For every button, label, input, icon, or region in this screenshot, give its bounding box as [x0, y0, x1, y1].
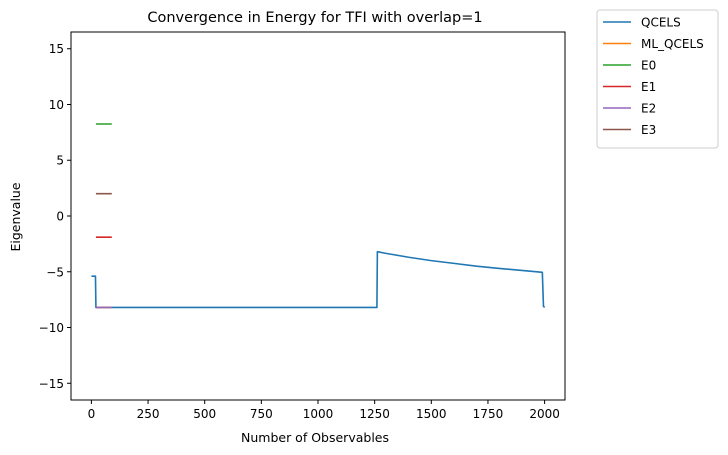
y-tick-label: 5 — [56, 154, 64, 168]
y-tick-label: −15 — [39, 377, 64, 391]
legend-label: QCELS — [641, 16, 681, 30]
chart-title: Convergence in Energy for TFI with overl… — [147, 10, 482, 26]
legend-label: E3 — [641, 123, 656, 137]
legend-label: E0 — [641, 59, 656, 73]
y-tick-label: 0 — [56, 210, 64, 224]
x-tick-label: 250 — [137, 407, 160, 421]
legend-frame — [596, 9, 719, 149]
legend: QCELS ML_QCELS E0 E1 E2 E3 — [596, 9, 719, 149]
plot-area — [70, 31, 566, 401]
ticks-layer: 0 250 500 750 1000 1250 1500 1750 2000 −15 −10 −5 0 5… — [39, 42, 560, 421]
y-tick-label: −10 — [39, 321, 64, 335]
y-tick-label: −5 — [46, 265, 64, 279]
x-tick-label: 1500 — [416, 407, 447, 421]
y-axis-label: Eigenvalue — [8, 182, 23, 251]
series-layer — [91, 123, 546, 309]
y-tick-label: 10 — [49, 98, 64, 112]
y-tick-label: 15 — [49, 42, 64, 56]
series-line-qcels — [91, 250, 546, 309]
axes-frame — [70, 31, 566, 401]
x-tick-label: 500 — [193, 407, 216, 421]
legend-label: E2 — [641, 102, 656, 116]
x-tick-label: 2000 — [529, 407, 560, 421]
legend-label: E1 — [641, 80, 656, 94]
x-tick-label: 750 — [250, 407, 273, 421]
x-tick-label: 1000 — [303, 407, 334, 421]
x-axis-label: Number of Observables — [241, 430, 389, 445]
x-tick-label: 1250 — [359, 407, 390, 421]
legend-label: ML_QCELS — [641, 37, 704, 51]
x-tick-label: 0 — [88, 407, 96, 421]
x-tick-label: 1750 — [473, 407, 504, 421]
